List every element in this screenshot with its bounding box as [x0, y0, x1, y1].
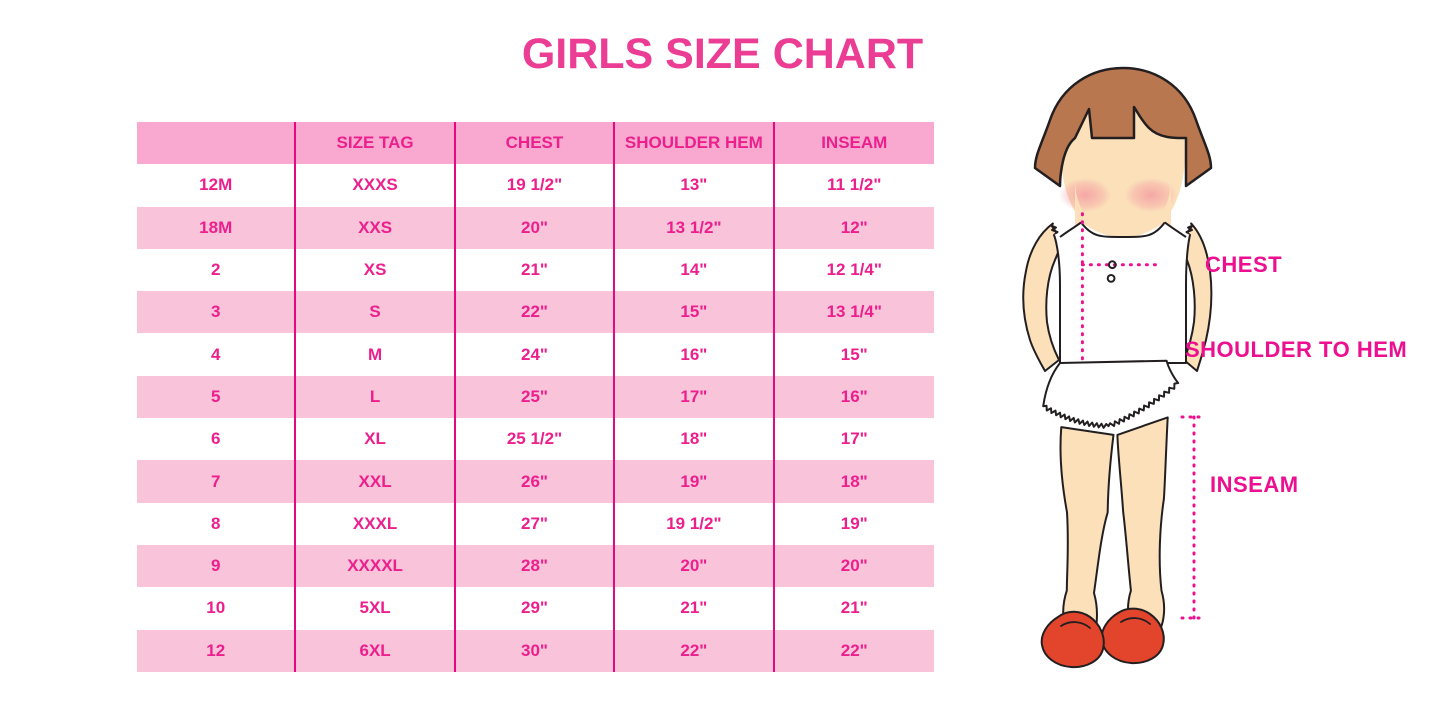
svg-text:CHEST: CHEST — [1205, 252, 1282, 277]
svg-text:INSEAM: INSEAM — [1210, 472, 1299, 497]
svg-text:SHOULDER TO HEM: SHOULDER TO HEM — [1185, 337, 1407, 362]
